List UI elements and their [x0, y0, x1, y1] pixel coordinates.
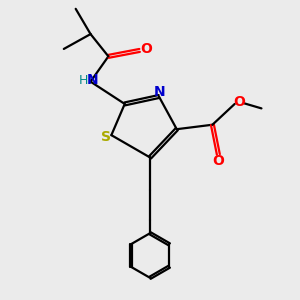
- Text: O: O: [140, 42, 152, 56]
- Text: N: N: [154, 85, 165, 99]
- Text: N: N: [86, 73, 98, 87]
- Text: S: S: [101, 130, 111, 144]
- Text: H: H: [78, 74, 88, 87]
- Text: O: O: [233, 94, 245, 109]
- Text: O: O: [212, 154, 224, 168]
